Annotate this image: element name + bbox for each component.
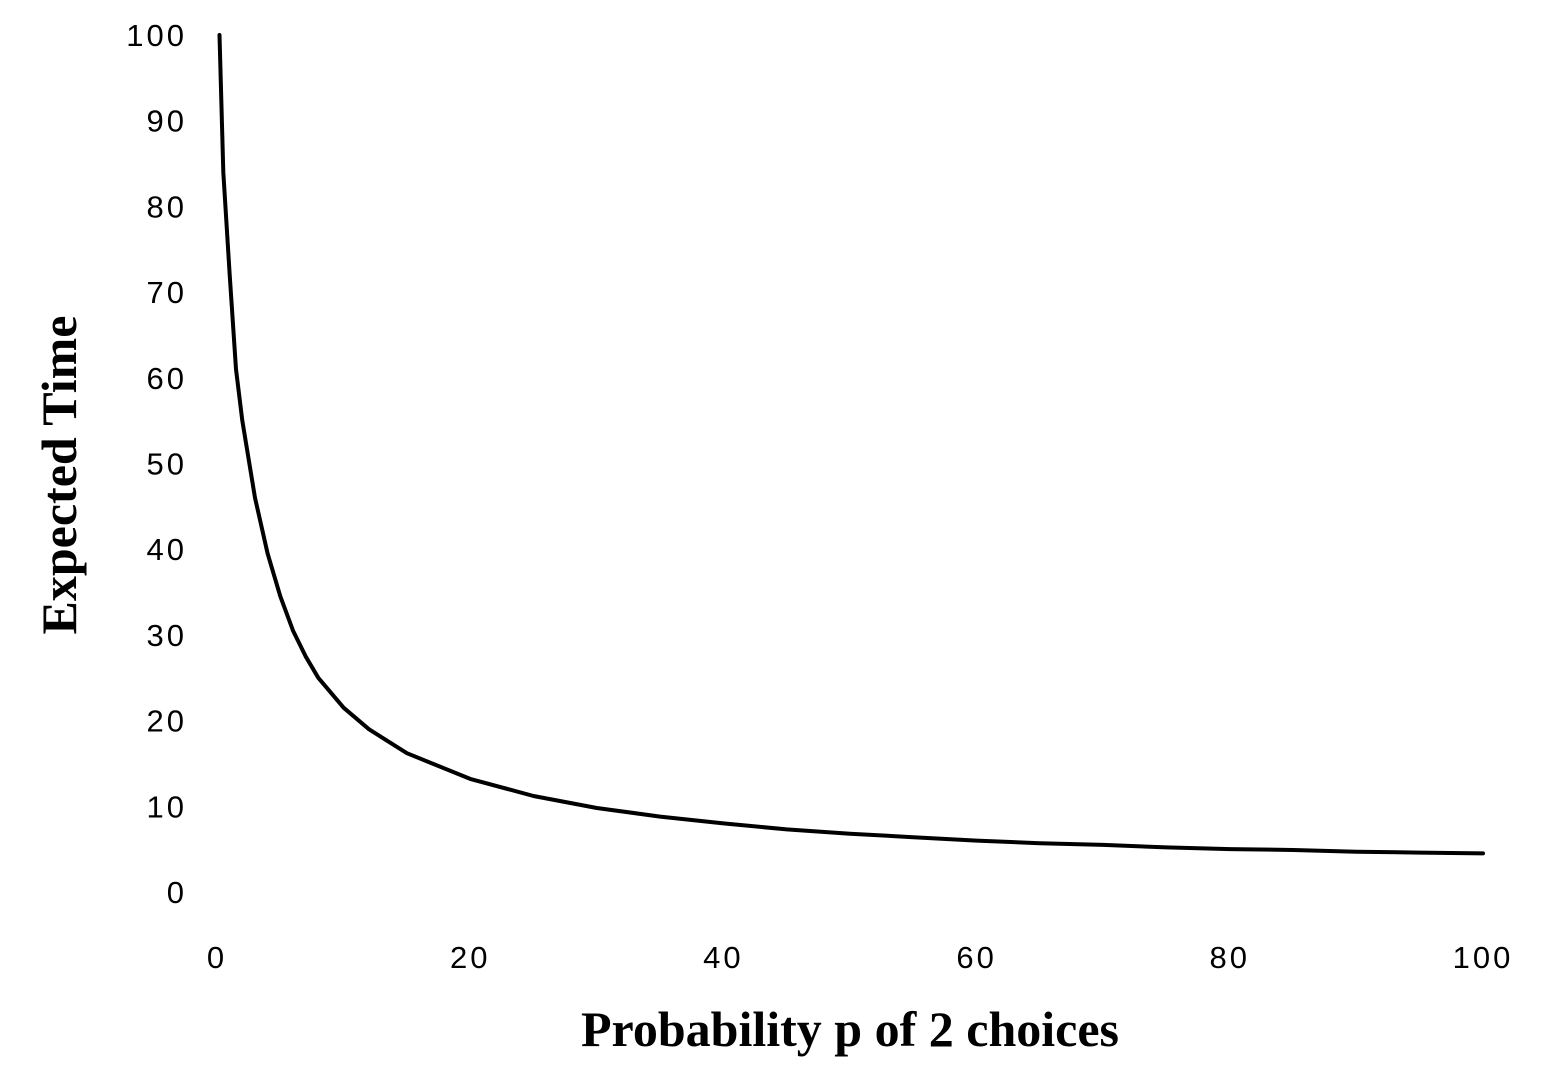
x-tick-label: 60 [956,940,996,975]
y-axis-title: Expected Time [31,316,87,635]
x-tick-label: 20 [450,940,490,975]
y-axis-ticks: 0 10 20 30 40 50 60 70 80 90 100 [126,18,187,910]
x-axis-title: Probability p of 2 choices [581,1001,1119,1057]
y-tick-label: 20 [147,704,187,739]
y-tick-label: 0 [167,875,187,910]
y-tick-label: 80 [147,189,187,224]
expected-time-line [217,33,1485,856]
x-tick-label: 80 [1210,940,1250,975]
x-tick-label: 0 [207,940,227,975]
x-tick-label: 40 [703,940,743,975]
y-tick-label: 90 [147,104,187,139]
x-axis-ticks: 0 20 40 60 80 100 [207,940,1514,975]
y-tick-label: 70 [147,275,187,310]
y-tick-label: 10 [147,789,187,824]
y-tick-label: 50 [147,447,187,482]
y-tick-label: 30 [147,618,187,653]
y-tick-label: 60 [147,361,187,396]
y-tick-label: 40 [147,532,187,567]
x-tick-label: 100 [1453,940,1514,975]
y-tick-label: 100 [126,18,187,53]
